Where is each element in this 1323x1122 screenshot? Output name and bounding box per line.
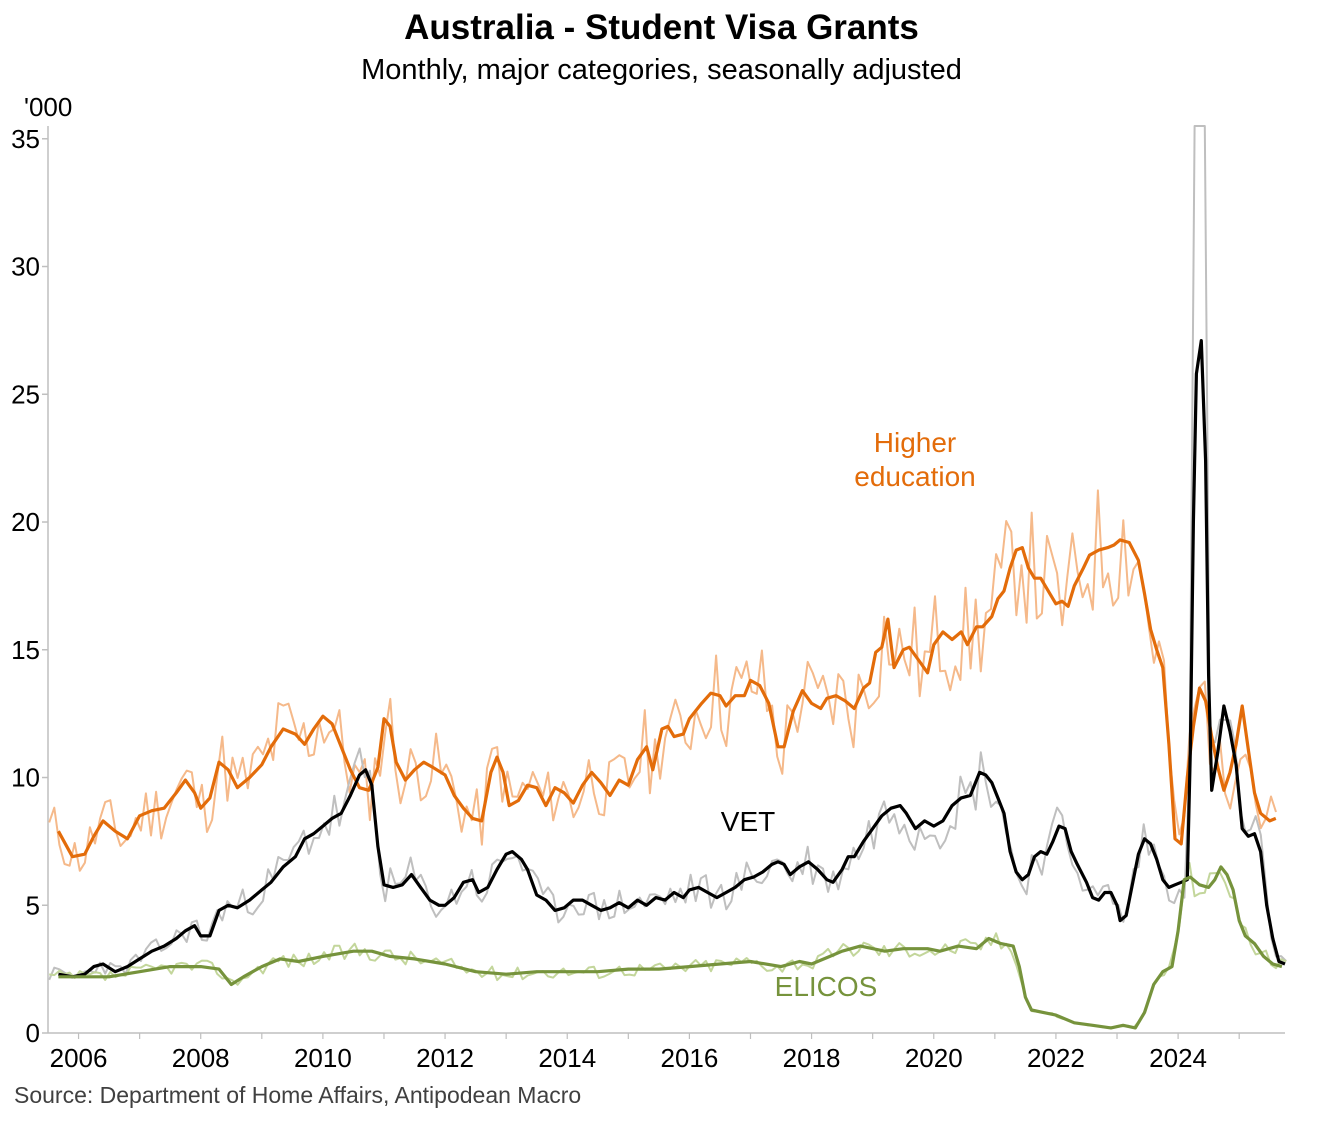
- x-tick-label: 2016: [660, 1043, 718, 1073]
- axes: 0 5 10 15 20 25 30 35'000 2006 2008 2010 2012 2014 20…: [11, 92, 1285, 1073]
- y-tick-label: 35: [11, 124, 40, 154]
- chart-subtitle: Monthly, major categories, seasonally ad…: [361, 54, 962, 86]
- vet-line: [58, 339, 1286, 979]
- elicos-line-raw: [49, 862, 1287, 1029]
- elicos-line: [58, 865, 1283, 1030]
- x-tick-label: 2020: [905, 1043, 963, 1073]
- y-tick-label: 5: [26, 890, 40, 920]
- raw-series-lines: [48, 125, 1287, 1029]
- x-tick-label: 2008: [172, 1043, 230, 1073]
- higher-education-line: [56, 538, 1277, 859]
- y-tick-label: 25: [11, 379, 40, 409]
- y-tick-label: 20: [11, 507, 40, 537]
- x-tick-label: 2012: [416, 1043, 474, 1073]
- x-tick-label: 2006: [50, 1043, 108, 1073]
- vet-label: VET: [721, 806, 775, 837]
- x-tick-label: 2010: [294, 1043, 352, 1073]
- y-tick-label: 15: [11, 635, 40, 665]
- higher-education-line-raw: [48, 489, 1277, 872]
- x-tick-label: 2018: [783, 1043, 841, 1073]
- source-note: Source: Department of Home Affairs, Anti…: [14, 1082, 582, 1108]
- series-lines: [56, 339, 1286, 1030]
- higher-education-label-line1: Higher: [874, 427, 956, 458]
- x-tick-label: 2022: [1027, 1043, 1085, 1073]
- x-tick-label: 2024: [1149, 1043, 1207, 1073]
- higher-education-label-line2: education: [854, 461, 975, 492]
- elicos-label: ELICOS: [775, 971, 878, 1002]
- chart-title: Australia - Student Visa Grants: [404, 8, 919, 47]
- y-axis-unit-label: '000: [24, 92, 72, 122]
- y-tick-label: 10: [11, 763, 40, 793]
- y-tick-label: 0: [26, 1018, 40, 1048]
- x-tick-label: 2014: [538, 1043, 596, 1073]
- y-tick-label: 30: [11, 252, 40, 282]
